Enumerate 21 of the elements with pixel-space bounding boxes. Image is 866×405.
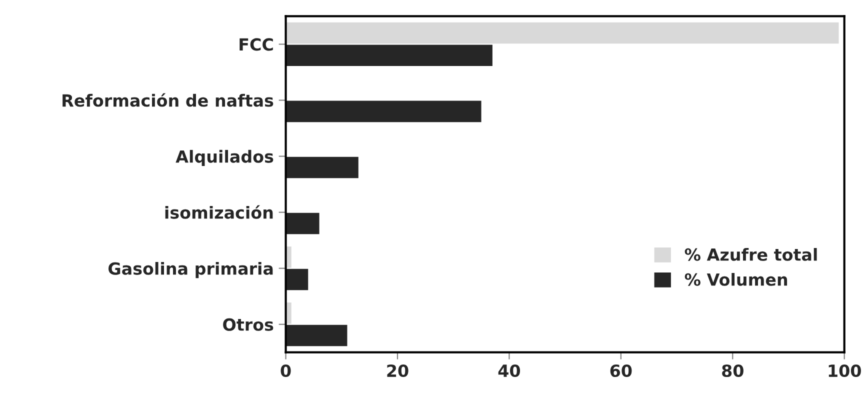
y-tick-label: Gasolina primaria (108, 262, 273, 278)
x-tick-label: 40 (498, 364, 520, 378)
bar (286, 156, 358, 178)
y-tick-label: FCC (240, 38, 273, 51)
bar (286, 44, 492, 66)
y-tick-label: Otros (223, 318, 274, 331)
y-tick-label: Alquilados (176, 150, 274, 166)
bar (286, 212, 320, 234)
x-tick-label: 20 (387, 364, 408, 378)
x-tick-label: 100 (828, 364, 861, 378)
bar (286, 22, 839, 44)
x-tick-label: 60 (610, 364, 632, 378)
legend-label: % Volumen (684, 272, 788, 286)
y-tick-label: Reformación de naftas (62, 93, 274, 107)
bar (286, 268, 308, 290)
x-tick-label: 0 (280, 364, 291, 378)
legend-label: % Azufre total (684, 248, 817, 261)
bar (286, 100, 482, 122)
bar (286, 324, 348, 346)
x-tick-label: 80 (722, 364, 744, 378)
y-tick-label: isomización (165, 205, 273, 219)
